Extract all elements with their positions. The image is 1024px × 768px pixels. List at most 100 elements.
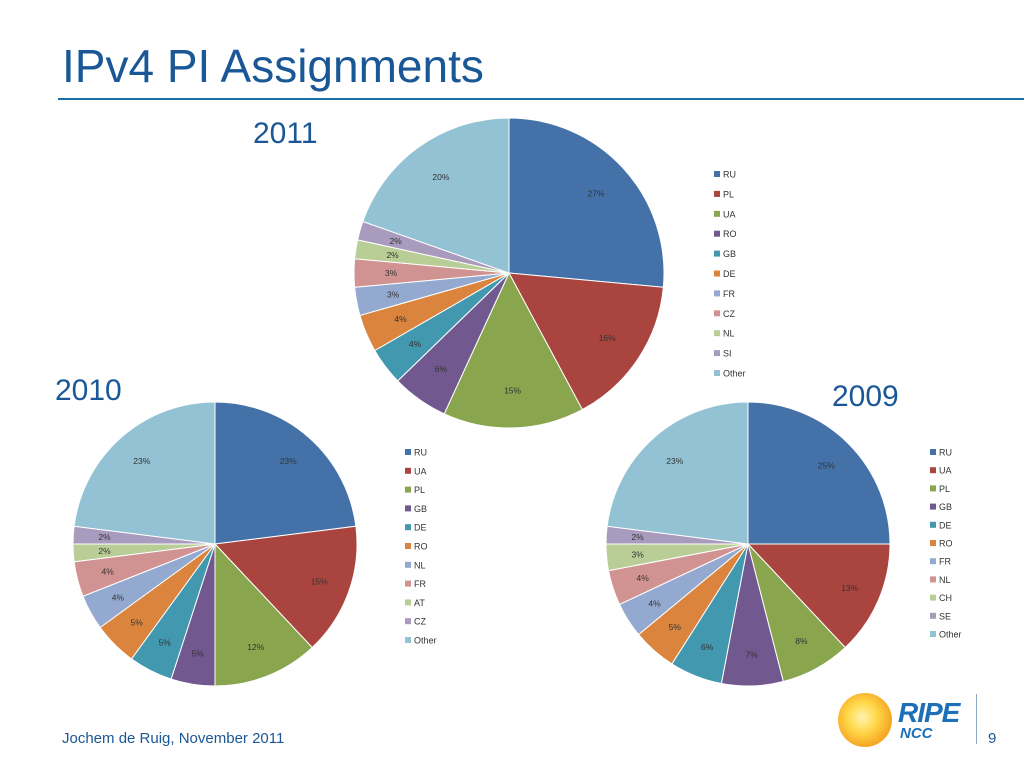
slice-label-fr: 4% bbox=[648, 598, 661, 608]
legend-swatch-pl bbox=[714, 190, 720, 197]
slice-label-gb: 7% bbox=[745, 650, 758, 660]
legend-swatch-nl bbox=[930, 576, 936, 583]
slice-label-cz: 2% bbox=[98, 532, 111, 542]
pie-slice-ru bbox=[214, 401, 357, 545]
legend-swatch-de bbox=[714, 270, 720, 277]
pie-slice-ru bbox=[747, 401, 891, 545]
slice-label-de: 5% bbox=[159, 638, 172, 648]
slice-label-fr: 4% bbox=[102, 567, 115, 577]
legend-label-gb: GB bbox=[939, 502, 952, 512]
legend-label-at: AT bbox=[414, 598, 425, 608]
legend-swatch-nl bbox=[714, 330, 720, 337]
slice-label-pl: 12% bbox=[247, 642, 264, 652]
legend-label-de: DE bbox=[939, 520, 952, 530]
pie-slice-ua bbox=[213, 525, 358, 649]
legend-label-ua: UA bbox=[414, 466, 427, 476]
pie-chart-2011: 27% 16% 15% 6% 4% 4% 3% 3% 2% 2% 20% RU PL UA RO GB DE FR… bbox=[353, 117, 746, 429]
pie-slice-ua bbox=[443, 271, 584, 429]
legend-swatch-pl bbox=[405, 486, 411, 493]
legend-swatch-ua bbox=[930, 467, 936, 474]
legend-label-pl: PL bbox=[939, 484, 950, 494]
slice-label-ua: 15% bbox=[504, 386, 521, 396]
legend-swatch-cz bbox=[405, 618, 411, 625]
legend-swatch-si bbox=[714, 350, 720, 357]
pie-slice-other bbox=[362, 117, 510, 274]
pie-slice-ru bbox=[508, 117, 665, 288]
slice-label-ua: 15% bbox=[311, 577, 328, 587]
title-divider bbox=[58, 98, 1024, 100]
legend-swatch-gb bbox=[405, 505, 411, 512]
legend-swatch-nl bbox=[405, 561, 411, 568]
legend-label-other: Other bbox=[939, 630, 962, 640]
slice-label-nl: 4% bbox=[112, 592, 125, 602]
legend-label-fr: FR bbox=[723, 289, 735, 299]
slice-label-other: 20% bbox=[432, 172, 449, 182]
legend-label-gb: GB bbox=[414, 504, 427, 514]
legend-swatch-ua bbox=[405, 467, 411, 474]
logo-text-ripe: RIPE bbox=[898, 697, 960, 728]
legend-swatch-ro bbox=[405, 543, 411, 549]
page-number: 9 bbox=[988, 730, 997, 747]
legend-swatch-other bbox=[714, 370, 720, 376]
slice-label-de: 4% bbox=[394, 314, 407, 324]
legend-swatch-fr bbox=[930, 558, 936, 565]
legend-label-cz: CZ bbox=[723, 309, 735, 319]
slice-label-at: 2% bbox=[98, 546, 111, 556]
legend-label-pl: PL bbox=[723, 189, 734, 199]
chart-title-2009: 2009 bbox=[832, 380, 899, 413]
legend-label-ro: RO bbox=[414, 542, 428, 552]
legend-label-ch: CH bbox=[939, 593, 952, 603]
slice-label-gb: 4% bbox=[409, 339, 422, 349]
legend-label-ro: RO bbox=[723, 229, 737, 239]
slice-label-ua: 13% bbox=[841, 583, 858, 593]
legend-swatch-ru bbox=[405, 449, 411, 455]
slice-label-ch: 3% bbox=[632, 549, 645, 559]
legend-label-nl: NL bbox=[939, 575, 951, 585]
slice-label-gb: 5% bbox=[192, 648, 205, 658]
legend-swatch-ua bbox=[714, 210, 720, 217]
legend-swatch-ch bbox=[930, 594, 936, 601]
legend-swatch-cz bbox=[714, 310, 720, 317]
slice-label-ro: 6% bbox=[435, 364, 448, 374]
slice-label-pl: 8% bbox=[795, 636, 808, 646]
legend-label-ru: RU bbox=[939, 448, 952, 458]
slice-label-other: 23% bbox=[133, 456, 150, 466]
slice-label-si: 2% bbox=[390, 236, 403, 246]
legend-swatch-other bbox=[930, 631, 936, 637]
legend-swatch-pl bbox=[930, 485, 936, 492]
legend-swatch-ro bbox=[714, 230, 720, 237]
legend-label-nl: NL bbox=[723, 329, 735, 339]
slice-label-pl: 16% bbox=[599, 333, 616, 343]
pie-chart-2010: 23% 15% 12% 5% 5% 5% 4% 4% 2% 2% 23% RU UA PL GB DE RO NL… bbox=[72, 401, 437, 687]
legend-swatch-other bbox=[405, 637, 411, 643]
slice-label-se: 2% bbox=[631, 532, 644, 542]
logo-divider bbox=[976, 694, 977, 744]
slice-label-fr: 3% bbox=[387, 290, 400, 300]
legend-label-si: SI bbox=[723, 349, 732, 359]
legend-swatch-ru bbox=[930, 449, 936, 455]
legend-swatch-de bbox=[930, 521, 936, 528]
legend-label-other: Other bbox=[414, 636, 437, 646]
slice-label-nl: 4% bbox=[637, 573, 650, 583]
legend-label-ru: RU bbox=[723, 170, 736, 180]
slice-label-ru: 27% bbox=[588, 189, 605, 199]
legend-label-de: DE bbox=[414, 523, 427, 533]
legend-label-ua: UA bbox=[939, 466, 952, 476]
logo-text-ncc: NCC bbox=[900, 725, 933, 742]
chart-title-2010: 2010 bbox=[55, 374, 122, 407]
sun-logo-icon bbox=[838, 693, 892, 747]
legend-swatch-ru bbox=[714, 171, 720, 177]
slice-label-cz: 3% bbox=[385, 268, 398, 278]
slice-label-ro: 5% bbox=[131, 617, 144, 627]
footer-author: Jochem de Ruig, November 2011 bbox=[62, 730, 285, 747]
legend-label-fr: FR bbox=[414, 579, 426, 589]
pie-slice-pl bbox=[508, 272, 664, 411]
legend-label-de: DE bbox=[723, 269, 736, 279]
legend-label-gb: GB bbox=[723, 249, 736, 259]
slide-title: IPv4 PI Assignments bbox=[62, 40, 484, 92]
legend-label-fr: FR bbox=[939, 557, 951, 567]
legend-swatch-se bbox=[930, 612, 936, 619]
legend-label-ua: UA bbox=[723, 209, 736, 219]
slice-label-other: 23% bbox=[666, 456, 683, 466]
